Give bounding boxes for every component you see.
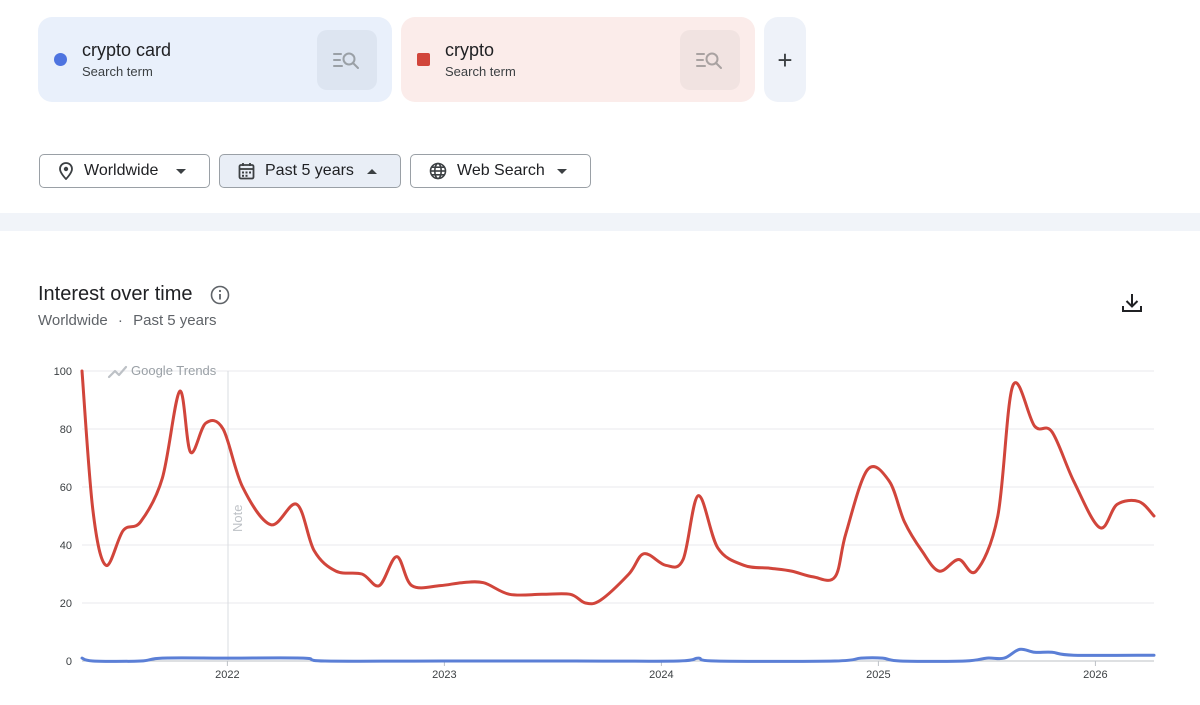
- watermark-text: Google Trends: [131, 363, 217, 378]
- term-name: crypto: [445, 39, 495, 60]
- term-text: crypto card Search term: [82, 39, 317, 81]
- plus-icon: +: [777, 44, 793, 75]
- region-filter-label: Worldwide: [84, 162, 159, 179]
- term-text: crypto Search term: [445, 39, 680, 81]
- globe-icon: [429, 162, 447, 180]
- time-range-filter-label: Past 5 years: [265, 162, 354, 179]
- term-subtitle: Search term: [82, 63, 153, 79]
- series-color-dot: [54, 53, 67, 66]
- search-type-filter-label: Web Search: [457, 162, 545, 179]
- y-tick-label: 80: [60, 424, 72, 436]
- location-pin-icon: [58, 162, 74, 180]
- y-tick-label: 60: [60, 482, 72, 494]
- info-icon[interactable]: [210, 285, 230, 310]
- interest-over-time-chart: 100 80 60 40 20 0 2022 2023 2024 2025 2026 Google…: [54, 363, 1156, 681]
- caret-up-icon: [366, 168, 378, 175]
- caret-down-icon: [556, 168, 568, 175]
- chart-subtitle-range: Past 5 years: [133, 312, 217, 329]
- y-axis: 100 80 60 40 20 0: [54, 366, 72, 668]
- chart-subtitle-separator: ·: [117, 312, 123, 329]
- series-line-crypto-card[interactable]: [80, 647, 1156, 663]
- caret-down-icon: [175, 168, 187, 175]
- y-tick-label: 20: [60, 598, 72, 610]
- series-line-crypto[interactable]: [80, 369, 1156, 606]
- x-tick-label: 2022: [215, 669, 239, 681]
- y-tick-label: 100: [54, 366, 72, 378]
- chart-grid: [82, 370, 1154, 662]
- calendar-icon: [238, 162, 255, 180]
- y-tick-label: 0: [66, 656, 72, 668]
- note-label: Note: [230, 505, 245, 532]
- search-term-card-crypto[interactable]: crypto Search term: [401, 17, 755, 102]
- explore-term-button[interactable]: [680, 29, 740, 90]
- chart-subtitle-region: Worldwide: [38, 312, 108, 329]
- search-term-card-crypto-card[interactable]: crypto card Search term: [38, 17, 392, 102]
- download-icon[interactable]: [1120, 292, 1144, 319]
- section-divider: [0, 213, 1200, 231]
- chart-series: [80, 369, 1156, 663]
- add-term-button[interactable]: +: [764, 17, 806, 102]
- chart-subtitle: Worldwide · Past 5 years: [38, 312, 216, 329]
- chart-title: Interest over time: [38, 283, 193, 305]
- search-list-icon: [333, 52, 359, 69]
- search-type-filter[interactable]: Web Search: [410, 154, 591, 188]
- x-tick-label: 2025: [866, 669, 890, 681]
- time-range-filter[interactable]: Past 5 years: [219, 154, 401, 188]
- region-filter[interactable]: Worldwide: [39, 154, 210, 188]
- y-tick-label: 40: [60, 540, 72, 552]
- search-list-icon: [696, 52, 722, 69]
- term-subtitle: Search term: [445, 63, 516, 79]
- trends-logo-icon: [107, 365, 128, 379]
- term-name: crypto card: [82, 39, 172, 60]
- explore-term-button[interactable]: [317, 29, 377, 90]
- chart-note-marker[interactable]: Note: [227, 371, 245, 661]
- x-tick-label: 2026: [1083, 669, 1107, 681]
- x-axis: 2022 2023 2024 2025 2026: [215, 661, 1108, 681]
- x-tick-label: 2023: [432, 669, 456, 681]
- x-tick-label: 2024: [649, 669, 673, 681]
- series-color-square: [417, 53, 430, 66]
- google-trends-watermark: Google Trends: [107, 363, 217, 379]
